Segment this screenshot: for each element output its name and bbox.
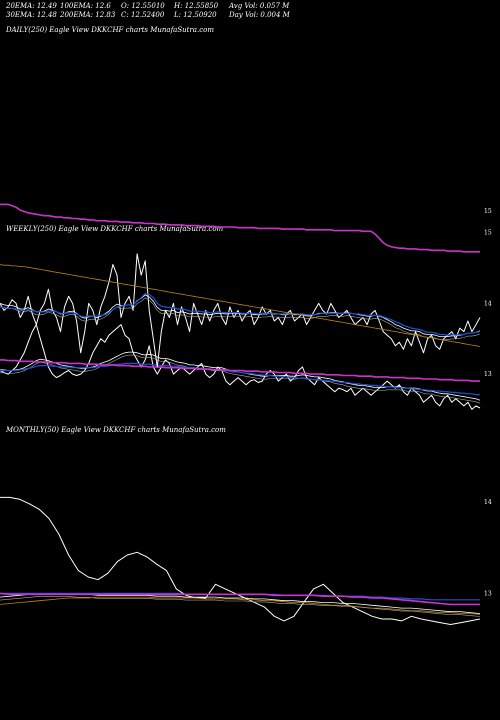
low-label: L: 12.50920	[174, 11, 217, 19]
weekly-ema_slow-line	[0, 203, 480, 253]
daily-ema_fast-line	[0, 351, 481, 401]
monthly-plot: 14 13	[0, 496, 492, 625]
avg-vol-label: Avg Vol: 0.057 M	[229, 2, 290, 10]
weekly-ema-fast-shadow-line	[0, 297, 481, 340]
monthly-y-tick-label: 13	[484, 590, 492, 597]
weekly-daily-plot: 15 14 13 15	[0, 203, 492, 410]
weekly-price-line	[0, 253, 481, 368]
weekly-y-tick-label: 13	[484, 371, 492, 378]
daily-panel-title: DAILY(250) Eagle View DKKCHF charts Muna…	[6, 26, 214, 34]
monthly-panel-title: MONTHLY(50) Eagle View DKKCHF charts Mun…	[6, 426, 226, 434]
monthly-ema-fast-shadow-line	[0, 596, 481, 617]
monthly-y-tick-label: 14	[484, 499, 492, 506]
monthly-price-line	[0, 496, 481, 625]
weekly-ema_long-line	[0, 264, 481, 347]
monthly-ema_slow-line	[0, 592, 480, 606]
ema20-label: 20EMA: 12.49	[6, 2, 57, 10]
weekly-top-tick-label: 15	[484, 208, 492, 215]
weekly-y-tick-label: 15	[484, 230, 492, 237]
weekly-y-tick-label: 14	[484, 300, 492, 307]
ema100-label: 100EMA: 12.6	[60, 2, 111, 10]
weekly-ema_mid-line	[0, 292, 481, 336]
day-vol-label: Day Vol: 0.004 M	[229, 11, 290, 19]
monthly-ema_long-line	[0, 596, 481, 615]
open-label: O: 12.55010	[121, 2, 165, 10]
close-label: C: 12.52400	[121, 11, 165, 19]
daily-ema_mid-line	[0, 362, 480, 396]
weekly-panel-title: WEEKLY(250) Eagle View DKKCHF charts Mun…	[6, 225, 224, 233]
high-label: H: 12.55850	[174, 2, 219, 10]
ema200-label: 200EMA: 12.83	[60, 11, 116, 19]
daily-ema-fast-shadow-line	[0, 354, 481, 404]
daily-ema_slow-line	[0, 359, 480, 382]
daily-price-line	[0, 324, 481, 410]
ema30-label: 30EMA: 12.48	[6, 11, 57, 19]
